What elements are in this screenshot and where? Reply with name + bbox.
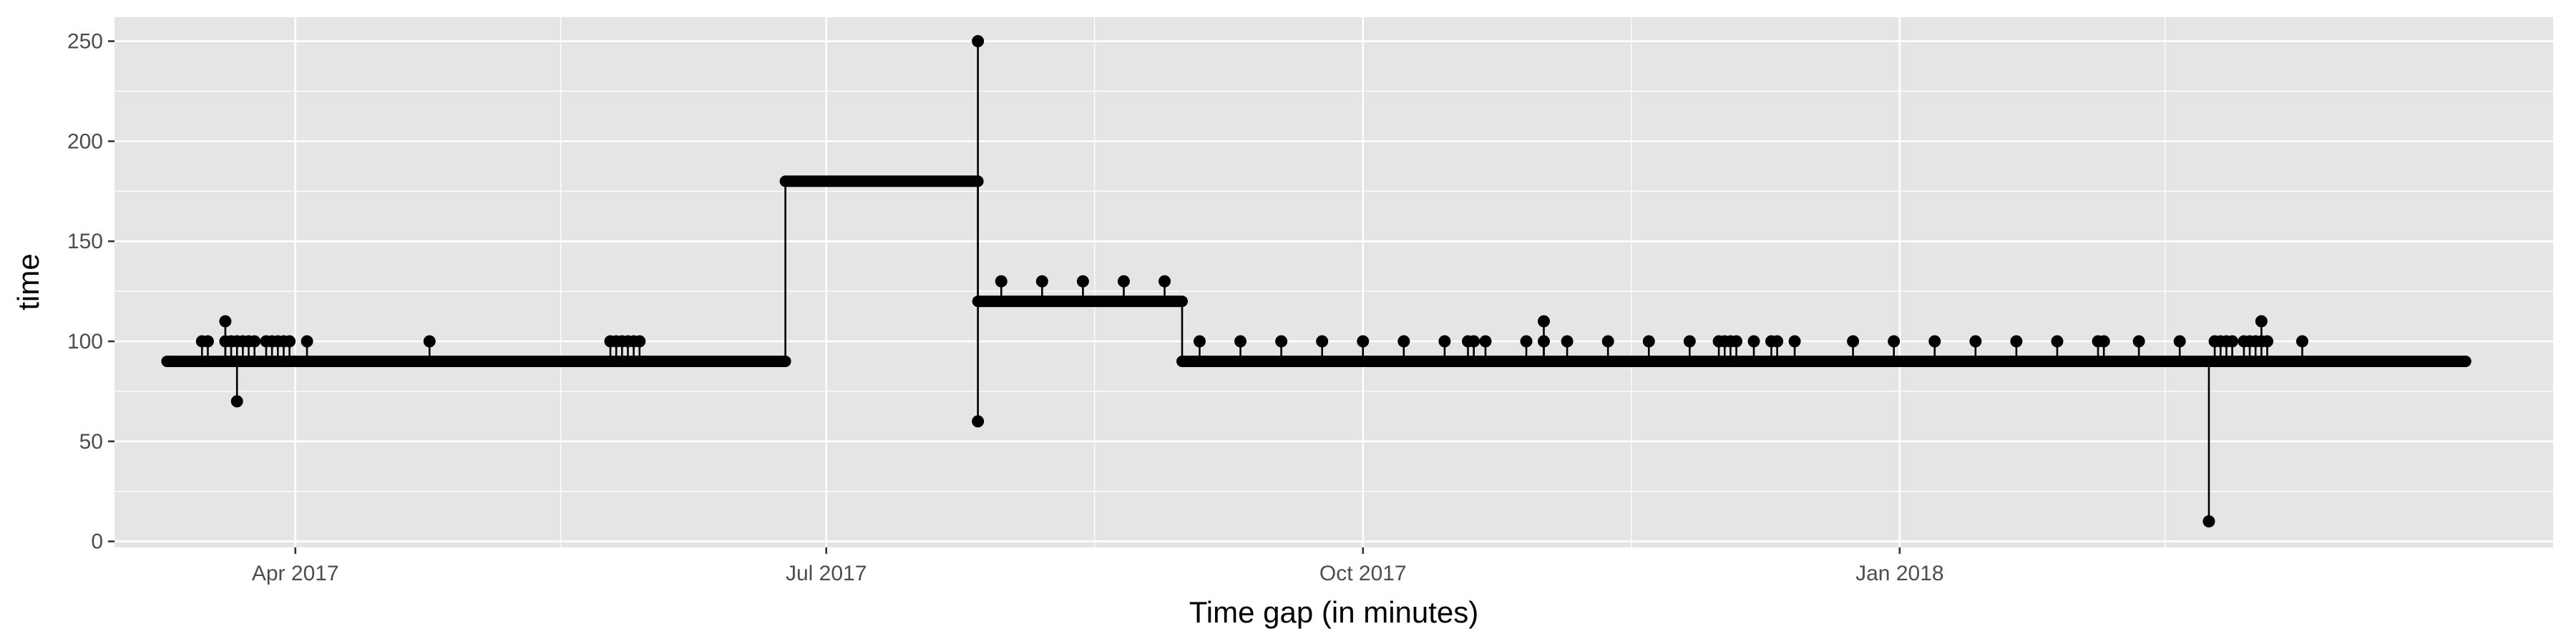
data-point xyxy=(1788,335,1801,348)
data-point xyxy=(2260,335,2273,348)
data-point xyxy=(1397,335,1410,348)
y-tick-label: 50 xyxy=(79,430,103,454)
y-axis: 0 50 100 150 200 250 xyxy=(67,30,114,554)
data-point xyxy=(423,335,436,348)
data-point xyxy=(1275,335,1288,348)
data-point xyxy=(1234,335,1247,348)
data-point xyxy=(1158,275,1171,288)
data-point xyxy=(1117,275,1130,288)
data-point xyxy=(1538,335,1551,348)
data-point xyxy=(283,335,296,348)
data-point xyxy=(1520,335,1533,348)
y-tick-label: 200 xyxy=(67,130,103,153)
data-point xyxy=(2296,335,2308,348)
x-tick-label: Jan 2018 xyxy=(1855,562,1943,585)
data-point xyxy=(1847,335,1860,348)
x-tick-label: Jul 2017 xyxy=(786,562,867,585)
data-point xyxy=(1438,335,1451,348)
data-point xyxy=(972,415,985,428)
data-points xyxy=(195,35,2308,528)
data-point xyxy=(2010,335,2023,348)
data-point xyxy=(248,335,261,348)
y-axis-title: time xyxy=(11,253,45,310)
data-point xyxy=(2226,335,2239,348)
data-point xyxy=(1193,335,1206,348)
data-point xyxy=(219,315,232,328)
y-tick-label: 250 xyxy=(67,30,103,54)
data-point xyxy=(2097,335,2110,348)
x-tick-label: Apr 2017 xyxy=(252,562,339,585)
data-point xyxy=(1468,335,1480,348)
data-point xyxy=(1561,335,1574,348)
major-gridlines xyxy=(114,17,2553,547)
data-point xyxy=(301,335,313,348)
data-point xyxy=(2202,515,2215,528)
x-axis-title: Time gap (in minutes) xyxy=(1189,595,1479,629)
x-tick-label: Oct 2017 xyxy=(1319,562,1407,585)
y-tick-label: 100 xyxy=(67,330,103,353)
y-tick-label: 150 xyxy=(67,230,103,253)
data-point xyxy=(1538,315,1551,328)
data-point xyxy=(1642,335,1655,348)
data-point xyxy=(2255,315,2268,328)
data-point xyxy=(633,335,646,348)
data-point xyxy=(1357,335,1370,348)
data-point xyxy=(995,275,1008,288)
data-point xyxy=(2132,335,2145,348)
y-tick-label: 0 xyxy=(91,530,103,554)
data-point xyxy=(1771,335,1784,348)
data-point xyxy=(1730,335,1743,348)
data-point xyxy=(1888,335,1901,348)
data-point xyxy=(1316,335,1329,348)
data-point xyxy=(1601,335,1614,348)
minor-gridlines xyxy=(114,17,2553,547)
x-axis: Apr 2017 Jul 2017 Oct 2017 Jan 2018 xyxy=(252,547,1944,585)
data-point xyxy=(230,395,243,408)
data-point xyxy=(1683,335,1696,348)
data-point xyxy=(1479,335,1492,348)
data-point xyxy=(1969,335,1982,348)
data-point xyxy=(2173,335,2186,348)
data-point xyxy=(201,335,214,348)
data-point xyxy=(2051,335,2064,348)
data-point xyxy=(1928,335,1941,348)
data-point xyxy=(1076,275,1089,288)
data-point xyxy=(972,35,985,48)
plot-panel xyxy=(114,17,2553,547)
data-point xyxy=(1747,335,1760,348)
data-point xyxy=(1035,275,1048,288)
